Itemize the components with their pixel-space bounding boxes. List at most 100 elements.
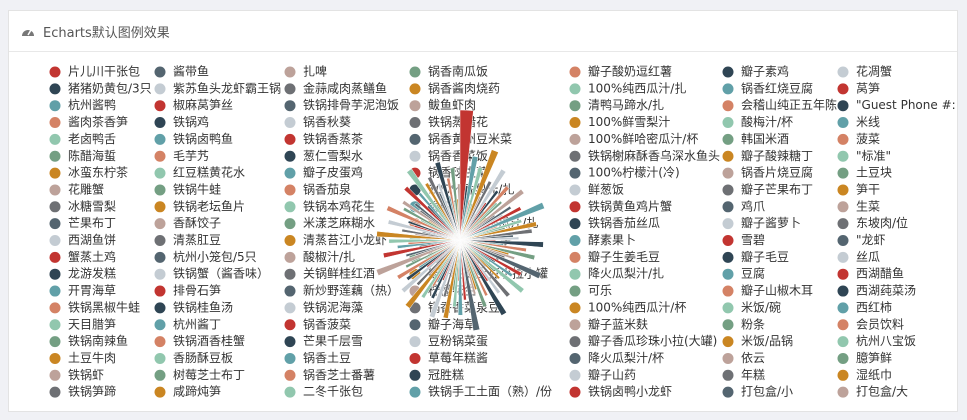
pie-slice xyxy=(459,239,488,308)
legend-icon xyxy=(569,218,581,230)
legend-icon xyxy=(837,352,849,364)
legend-icon xyxy=(569,386,581,398)
legend-label: 毛芋艿 xyxy=(173,149,209,163)
legend-icon xyxy=(722,319,734,331)
legend-icon xyxy=(837,336,849,348)
legend-label: 会稽山纯正五年陈 xyxy=(741,97,837,112)
legend-icon xyxy=(569,184,581,196)
pie-slice xyxy=(403,186,461,241)
pie-slice xyxy=(424,182,461,241)
legend-icon xyxy=(284,66,296,78)
legend-icon xyxy=(722,336,734,348)
legend-label: 西红柿 xyxy=(856,299,892,314)
legend-label: 铁锅卤鸭鱼 xyxy=(173,131,233,146)
legend-icon xyxy=(154,319,166,331)
legend-label: 酱肉茶香笋 xyxy=(68,114,128,129)
legend-icon xyxy=(284,251,296,263)
legend-icon xyxy=(409,386,421,398)
pie-slice xyxy=(459,219,523,241)
pie-slice xyxy=(418,192,461,241)
legend-icon xyxy=(154,268,166,280)
pie-slice xyxy=(459,149,499,241)
card-header: Echarts默认图例效果 xyxy=(9,11,957,52)
legend-label: 铁锅黄鱼鸡片蟹 xyxy=(588,198,672,213)
legend-label: 米线 xyxy=(856,115,880,129)
legend-label: 瓣子生姜毛豆 xyxy=(588,250,660,264)
legend-label: 酵素果卜 xyxy=(588,233,636,247)
legend-icon xyxy=(409,133,421,145)
legend-label: 花凋蟹 xyxy=(856,64,892,79)
legend-label: 铁锅蟹（酱香味） xyxy=(173,266,269,281)
legend-icon xyxy=(722,352,734,364)
pie-slice xyxy=(459,228,533,241)
legend-icon xyxy=(49,66,61,78)
legend-icon xyxy=(284,302,296,314)
pie-slice xyxy=(459,185,510,241)
legend-label: 排骨石笋 xyxy=(173,283,221,298)
legend-label: 瓣子毛豆 xyxy=(741,250,789,264)
legend-icon xyxy=(569,319,581,331)
legend-icon xyxy=(49,133,61,145)
pie-slice xyxy=(459,239,542,279)
pie-slice xyxy=(459,239,501,280)
legend-label: 锅香酱肉烧药 xyxy=(428,80,500,95)
legend-icon xyxy=(722,251,734,263)
legend-icon xyxy=(284,386,296,398)
pie-slice xyxy=(397,239,461,249)
header-icon xyxy=(22,29,34,36)
legend-label: 铁锅卤鸭小龙虾 xyxy=(588,384,672,399)
legend-icon xyxy=(154,386,166,398)
legend-label: 年糕 xyxy=(741,368,765,382)
legend-icon xyxy=(722,285,734,297)
legend-icon xyxy=(49,386,61,398)
legend-label: 臆笋鲜 xyxy=(856,350,892,365)
legend-icon xyxy=(49,150,61,162)
legend-icon xyxy=(569,66,581,78)
legend-label: 冠胜糕 xyxy=(428,367,464,382)
pie-slice xyxy=(406,168,461,241)
legend-icon xyxy=(49,268,61,280)
legend-label: 瓣子山药 xyxy=(588,368,636,382)
legend-icon xyxy=(49,83,61,95)
legend-icon xyxy=(837,251,849,263)
legend-icon xyxy=(154,201,166,213)
legend-label: 丝瓜 xyxy=(856,250,880,264)
legend-icon xyxy=(154,100,166,112)
legend-icon xyxy=(837,201,849,213)
pie-slice xyxy=(405,239,461,258)
pie-slice xyxy=(414,202,461,241)
legend-label: 酸梅汁/杯 xyxy=(741,114,793,129)
pie-slice xyxy=(459,239,511,298)
legend-label: 新炒野莲藕（热） xyxy=(303,283,399,298)
legend-label: 花雕蟹 xyxy=(68,181,104,196)
legend-icon xyxy=(49,235,61,246)
legend-label: 土豆牛肉 xyxy=(68,350,116,365)
legend-label: 米漾芝麻糊水 xyxy=(303,215,375,230)
pie-slice xyxy=(396,239,461,280)
pie-slice xyxy=(405,239,461,269)
legend-label: 树莓芝士布丁 xyxy=(173,367,245,382)
legend-label: 瓣子山椒木耳 xyxy=(741,284,813,298)
pie-slice xyxy=(434,161,461,241)
legend-icon xyxy=(49,302,61,314)
legend-icon xyxy=(154,167,166,179)
legend-icon xyxy=(569,369,581,381)
legend-label: 锅香秋葵 xyxy=(303,114,351,129)
legend-icon xyxy=(284,352,296,364)
legend-icon xyxy=(409,66,421,78)
legend-icon xyxy=(154,369,166,381)
legend-icon xyxy=(284,369,296,381)
legend-icon xyxy=(569,235,581,246)
legend-icon xyxy=(722,268,734,280)
pie-slice xyxy=(459,239,477,295)
legend-label: 猪猪奶黄包/3只 xyxy=(68,81,152,95)
pie-slice xyxy=(459,236,520,241)
legend-label: 100%纯西瓜汁/杯 xyxy=(588,300,686,314)
legend-label: 铁锅虾 xyxy=(68,367,104,382)
legend-label: 会员饮料 xyxy=(856,317,904,331)
legend-label: 笋干 xyxy=(856,181,880,196)
legend-label: 鸡爪 xyxy=(741,198,765,213)
legend-label: 葱仁雪梨水 xyxy=(303,149,363,163)
legend-icon xyxy=(837,66,849,78)
legend-label: 瓣子酸奶逗红薯 xyxy=(588,64,672,79)
